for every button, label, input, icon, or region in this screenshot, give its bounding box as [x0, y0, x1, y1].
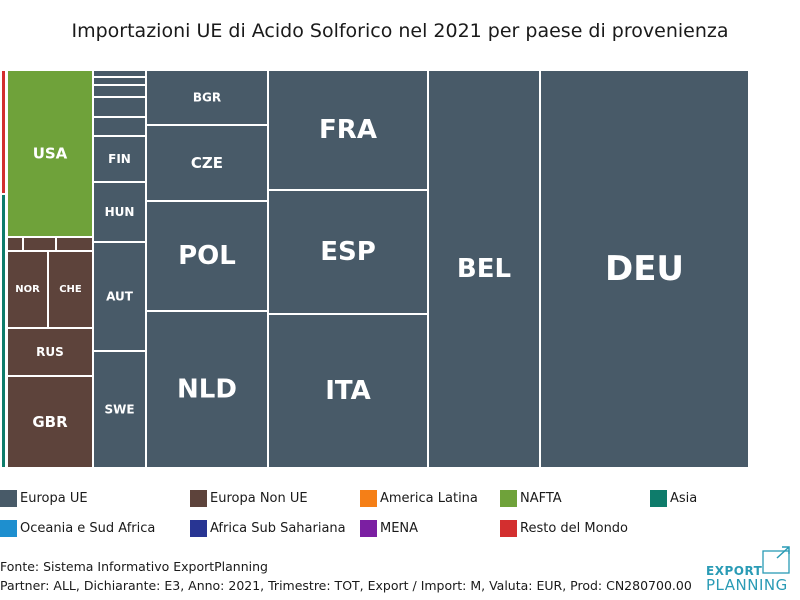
tile-bgr: [145, 69, 269, 126]
tile-label-usa: USA: [33, 145, 68, 163]
tile-nld: [145, 310, 269, 469]
legend-swatch: [0, 490, 17, 507]
tile-minor-12: [92, 96, 147, 118]
legend-item: Asia: [650, 490, 697, 507]
tile-bel: [427, 69, 541, 469]
tile-swe: [92, 350, 147, 469]
legend-swatch: [190, 520, 207, 537]
legend-item: Oceania e Sud Africa: [0, 520, 155, 537]
logo-line1: EXPORT: [706, 564, 763, 578]
chart-title: Importazioni UE di Acido Solforico nel 2…: [71, 20, 729, 42]
tile-cze: [145, 124, 269, 202]
source-note: Fonte: Sistema Informativo ExportPlannin…: [0, 559, 268, 574]
legend-swatch: [500, 520, 517, 537]
tile-deu: [539, 69, 750, 469]
legend-label: MENA: [380, 521, 419, 536]
legend-item: Africa Sub Sahariana: [190, 520, 346, 537]
legend-swatch: [500, 490, 517, 507]
tile-label-nor: NOR: [15, 284, 40, 295]
tile-label-bgr: BGR: [193, 91, 221, 105]
exportplanning-logo: EXPORT PLANNING: [705, 546, 795, 594]
legend-label: Resto del Mondo: [520, 521, 629, 536]
tile-gbr: [6, 375, 94, 469]
tile-hun: [92, 181, 147, 243]
tile-pol: [145, 200, 269, 312]
tile-ita: [267, 313, 429, 469]
tile-rus: [6, 327, 94, 377]
tile-label-fin: FIN: [108, 152, 131, 166]
logo-line2: PLANNING: [706, 576, 788, 594]
legend-label: NAFTA: [520, 491, 562, 506]
legend: Europa UE Europa Non UE America Latina NAFT…: [0, 488, 800, 548]
tile-esp: [267, 189, 429, 315]
legend-swatch: [0, 520, 17, 537]
legend-label: Asia: [670, 491, 698, 506]
tile-label-gbr: GBR: [32, 413, 68, 431]
tile-nor: [6, 250, 49, 329]
tile-label-hun: HUN: [105, 205, 135, 219]
tile-label-esp: ESP: [320, 237, 376, 267]
tile-label-rus: RUS: [36, 345, 64, 359]
legend-swatch: [360, 520, 377, 537]
tile-minor-27: [0, 193, 7, 469]
tile-label-fra: FRA: [319, 115, 377, 145]
legend-swatch: [190, 490, 207, 507]
legend-label: Europa Non UE: [210, 491, 308, 506]
tile-label-ita: ITA: [325, 376, 371, 406]
tile-minor-11: [92, 84, 147, 98]
treemap-chart: DEU BEL FRA ESP ITA BGR CZE POL NLD FIN HUN AUT SWE U…: [0, 69, 750, 469]
legend-label: Europa UE: [20, 491, 88, 506]
legend-label: Oceania e Sud Africa: [20, 521, 156, 536]
tile-label-pol: POL: [178, 241, 236, 271]
tile-usa: [6, 69, 94, 238]
tile-minor-26: [0, 69, 7, 195]
tile-label-bel: BEL: [457, 254, 511, 284]
legend-swatch: [650, 490, 667, 507]
legend-item: Europa UE: [0, 490, 88, 507]
legend-item: NAFTA: [500, 490, 562, 507]
legend-item: Resto del Mondo: [500, 520, 628, 537]
legend-item: Europa Non UE: [190, 490, 308, 507]
meta-note: Partner: ALL, Dichiarante: E3, Anno: 202…: [0, 578, 692, 593]
logo-mark-icon: [762, 546, 790, 574]
tile-che: [47, 250, 94, 329]
tile-minor-19: [6, 236, 24, 252]
tile-label-che: CHE: [59, 284, 82, 295]
tile-label-deu: DEU: [605, 249, 684, 289]
legend-swatch: [360, 490, 377, 507]
tile-label-aut: AUT: [106, 290, 134, 304]
tile-label-swe: SWE: [104, 403, 134, 417]
legend-item: America Latina: [360, 490, 478, 507]
tile-label-nld: NLD: [177, 375, 237, 405]
legend-label: America Latina: [380, 491, 478, 506]
tile-minor-21: [55, 236, 94, 252]
legend-label: Africa Sub Sahariana: [210, 521, 346, 536]
tile-minor-20: [22, 236, 57, 252]
tile-label-cze: CZE: [191, 154, 223, 172]
tile-minor-13: [92, 116, 147, 137]
tile-minor-10: [92, 76, 147, 86]
tile-minor-9: [92, 69, 147, 78]
legend-item: MENA: [360, 520, 418, 537]
